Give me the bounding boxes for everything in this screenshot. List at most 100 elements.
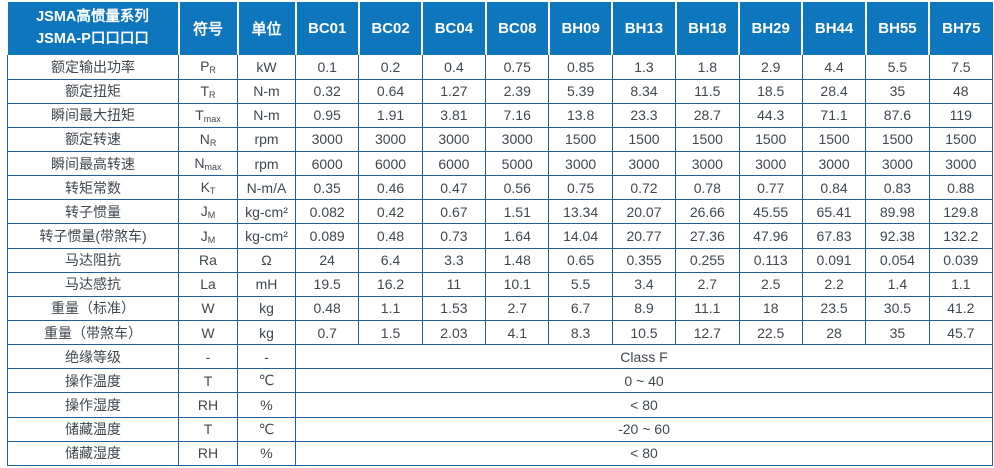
spec-value: 3.4 <box>611 271 677 297</box>
spec-label: 瞬间最大扭矩 <box>7 102 179 128</box>
spec-value: 87.6 <box>865 102 930 128</box>
spec-value: 3000 <box>548 151 613 177</box>
spec-symbol: JM <box>178 199 238 225</box>
spec-value: 0.85 <box>548 55 613 80</box>
spec-value: 2.39 <box>485 78 550 104</box>
spec-value: 0.46 <box>358 175 423 201</box>
spec-value: 28.4 <box>801 78 867 104</box>
spec-label: 转子惯量 <box>7 199 179 225</box>
model-header-bc08: BC08 <box>485 2 550 55</box>
spec-value: 119 <box>928 102 994 128</box>
spec-value: 1500 <box>738 126 803 153</box>
spec-value: 27.36 <box>675 223 740 249</box>
spec-value: 5.5 <box>865 55 930 80</box>
spec-value: 71.1 <box>801 102 867 128</box>
model-header-bh55: BH55 <box>865 2 931 55</box>
spec-unit: mH <box>237 271 296 297</box>
spec-merged-value: Class F <box>295 344 993 370</box>
spec-value: 2.7 <box>485 295 550 322</box>
spec-value: 48 <box>928 78 994 104</box>
spec-symbol: Ra <box>178 247 238 273</box>
spec-unit: - <box>237 344 296 370</box>
series-title-line1: JSMA高惯量系列 <box>36 9 149 26</box>
spec-value: 3.3 <box>421 247 487 273</box>
spec-value: 1500 <box>928 126 994 153</box>
spec-value: 0.1 <box>294 55 360 80</box>
spec-symbol: Nmax <box>178 151 238 177</box>
spec-value: 4.1 <box>485 320 550 346</box>
spec-label: 转矩常数 <box>7 175 179 201</box>
spec-symbol: La <box>178 271 238 297</box>
spec-value: 4.4 <box>801 55 867 80</box>
spec-value: 45.55 <box>738 199 803 225</box>
model-header-bh13: BH13 <box>612 2 677 55</box>
spec-value: 0.082 <box>294 199 360 225</box>
series-title-line2: JSMA-P口口口口 <box>36 30 149 47</box>
table-body: 额定输出功率 PR kW 0.1 0.2 0.4 0.75 0.85 1.3 1.8 2.9 4.4 5… <box>7 55 994 467</box>
spec-unit: % <box>237 440 296 467</box>
spec-value: 3000 <box>675 151 740 177</box>
spec-symbol: T <box>178 368 238 394</box>
symbol-base: N <box>194 155 205 172</box>
spec-value: 0.32 <box>294 78 360 104</box>
symbol-base: W <box>201 324 215 341</box>
spec-label: 操作温度 <box>7 368 179 394</box>
spec-value: 1.1 <box>358 295 423 322</box>
spec-row-merged: 绝缘等级 - - Class F <box>7 344 993 370</box>
spec-row-merged: 储藏湿度 RH% < 80 <box>7 440 993 467</box>
symbol-base: T <box>195 106 204 123</box>
spec-row-merged: 操作温度 T ℃ 0 ~ 40 <box>7 368 993 394</box>
model-header-bc02: BC02 <box>358 2 424 55</box>
spec-value: 35 <box>865 78 930 104</box>
symbol-subscript: M <box>207 234 216 245</box>
symbol-base: Ra <box>199 252 217 269</box>
spec-unit: N-m/A <box>237 175 296 201</box>
spec-value: 0.56 <box>485 175 550 201</box>
spec-symbol: RH <box>178 440 238 467</box>
spec-unit: ℃ <box>237 368 296 394</box>
spec-value: 1.51 <box>485 199 550 225</box>
spec-unit: ℃ <box>237 416 296 442</box>
spec-value: 22.5 <box>738 320 803 346</box>
spec-unit: N-m <box>237 78 296 104</box>
model-header-bh75: BH75 <box>929 2 993 55</box>
spec-value: 2.7 <box>675 271 740 297</box>
spec-value: 0.48 <box>358 223 423 249</box>
symbol-base: K <box>200 179 210 196</box>
spec-value: 2.2 <box>801 271 867 297</box>
spec-value: 2.9 <box>738 55 803 80</box>
symbol-subscript: max <box>204 162 222 173</box>
spec-symbol: T <box>178 416 238 442</box>
spec-value: 0.72 <box>611 175 677 201</box>
spec-symbol: PR <box>178 55 238 80</box>
spec-value: 0.42 <box>358 199 423 225</box>
symbol-subscript: max <box>203 113 221 124</box>
spec-merged-value: 0 ~ 40 <box>295 368 993 394</box>
model-header-bc04: BC04 <box>422 2 487 55</box>
spec-value: 0.78 <box>675 175 740 201</box>
spec-value: 6000 <box>294 151 360 177</box>
symbol-subscript: T <box>209 186 216 197</box>
spec-value: 0.84 <box>801 175 867 201</box>
spec-value: 5.5 <box>548 271 613 297</box>
spec-unit: kW <box>237 55 296 80</box>
spec-value: 0.091 <box>801 247 867 273</box>
spec-label: 储藏温度 <box>7 416 179 442</box>
series-title-cell: JSMA高惯量系列 JSMA-P口口口口 <box>7 2 180 55</box>
spec-value: 1500 <box>801 126 867 153</box>
spec-value: 0.2 <box>358 55 423 80</box>
spec-value: 28.7 <box>675 102 740 128</box>
spec-value: 20.07 <box>611 199 677 225</box>
column-header-symbol: 符号 <box>178 2 239 55</box>
symbol-base: T <box>200 82 210 99</box>
motor-spec-table: JSMA高惯量系列 JSMA-P口口口口 符号 单位 BC01 BC02 BC04 B… <box>7 2 994 467</box>
spec-value: 30.5 <box>865 295 930 322</box>
spec-value: 44.3 <box>738 102 803 128</box>
spec-value: 0.77 <box>738 175 803 201</box>
spec-value: 0.355 <box>611 247 677 273</box>
spec-symbol: - <box>178 344 238 370</box>
spec-label: 操作湿度 <box>7 392 179 418</box>
spec-value: 6.4 <box>358 247 423 273</box>
